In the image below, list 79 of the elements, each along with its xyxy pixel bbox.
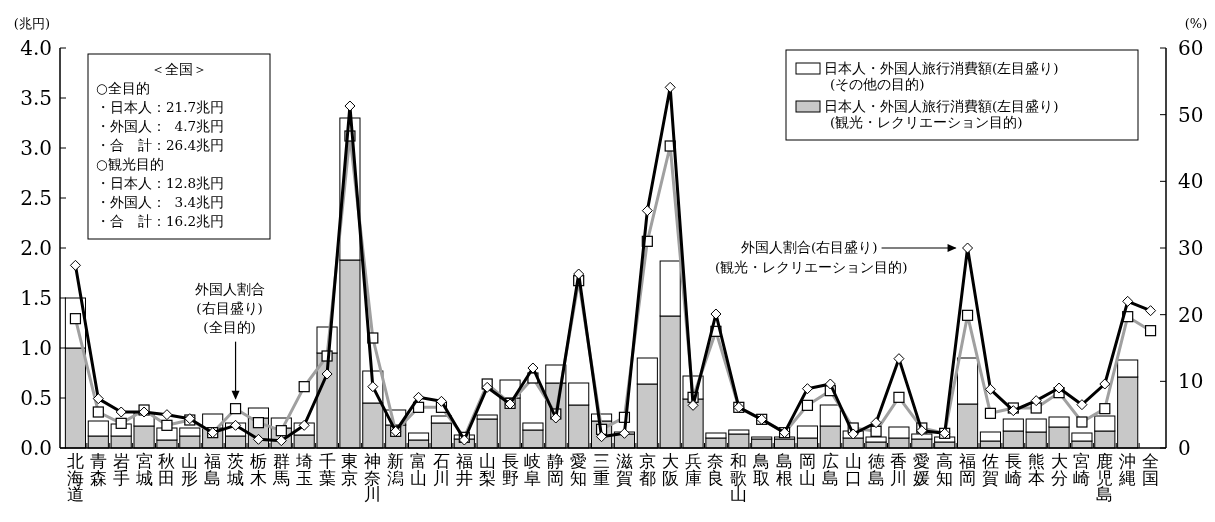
- y-tick-label: 3.5: [20, 86, 52, 110]
- x-tick-label: 沖縄: [1118, 451, 1137, 488]
- x-tick-label: 京都: [638, 451, 656, 488]
- x-tick-label: 茨城: [226, 451, 245, 488]
- x-tick-label: 愛媛: [913, 451, 931, 488]
- x-tick-label: 鹿児島: [1096, 451, 1114, 504]
- x-tick-label: 山口: [844, 451, 862, 488]
- x-tick-label: 石川: [432, 451, 450, 488]
- y2-tick-label: 20: [1178, 302, 1204, 327]
- annotation: 外国人割合 (右目盛り) (全目的): [194, 280, 265, 335]
- x-tick-label: 岩手: [112, 451, 130, 488]
- x-tick-label: 和歌山: [730, 451, 748, 504]
- annotation: 外国人割合(右目盛り) (観光・レクリエーション目的): [715, 239, 908, 275]
- y-tick-label: 3.0: [20, 136, 52, 160]
- x-tick-label: 広島: [821, 451, 839, 488]
- x-tick-label: 青森: [89, 451, 107, 488]
- y-tick-label: 0.5: [20, 386, 52, 410]
- x-tick-label: 大阪: [661, 451, 679, 488]
- annotation: ・外国人： 4.7兆円: [96, 118, 225, 134]
- annotation: ・合 計：16.2兆円: [96, 213, 225, 229]
- x-tick-label: 山形: [181, 451, 199, 488]
- x-tick-label: 鳥取: [752, 451, 771, 488]
- x-tick-label: 新潟: [387, 451, 405, 488]
- x-tick-label: 福井: [455, 451, 473, 488]
- x-tick-label: 徳島: [867, 451, 885, 488]
- x-tick-label: 高知: [936, 451, 954, 488]
- x-tick-label: 兵庫: [684, 451, 702, 488]
- x-tick-label: 栃木: [249, 451, 267, 488]
- x-tick-label: 岐阜: [524, 451, 542, 488]
- x-tick-label: 福岡: [959, 451, 977, 488]
- y-tick-label: 0.0: [20, 436, 52, 460]
- x-tick-label: 奈良: [707, 451, 725, 488]
- x-tick-label: 山梨: [478, 451, 496, 488]
- x-tick-label: 宮崎: [1073, 451, 1091, 488]
- legend-label: 日本人・外国人旅行消費額(左目盛り) (観光・レクリエーション目的): [824, 98, 1059, 130]
- legend-label: 日本人・外国人旅行消費額(左目盛り) (その他の目的): [824, 60, 1059, 92]
- annotation: ・日本人：12.8兆円: [96, 175, 225, 191]
- y2-tick-label: 30: [1178, 236, 1204, 260]
- annotation: ○観光目的: [96, 156, 164, 172]
- x-tick-label: 宮城: [134, 451, 153, 488]
- x-tick-label: 滋賀: [615, 451, 633, 488]
- y-axis-title: (兆円): [13, 16, 50, 31]
- x-tick-label: 長野: [501, 451, 519, 488]
- x-tick-label: 東京: [341, 451, 359, 488]
- y2-axis-title: (%): [1184, 16, 1208, 31]
- y-tick-label: 2.5: [20, 186, 52, 210]
- x-tick-label: 群馬: [271, 451, 290, 488]
- x-tick-label: 島根: [776, 451, 794, 488]
- annotation: ・外国人： 3.4兆円: [96, 194, 225, 210]
- y-tick-label: 1.5: [20, 286, 52, 310]
- annotation: ＜全国＞: [151, 61, 207, 77]
- x-tick-label: 香川: [890, 451, 908, 488]
- annotation: ・合 計：26.4兆円: [96, 137, 225, 153]
- x-tick-label: 全国: [1142, 451, 1160, 488]
- y-tick-label: 1.0: [20, 336, 52, 360]
- annotation: ○全目的: [96, 80, 150, 96]
- x-tick-label: 神奈川: [364, 451, 382, 504]
- x-tick-label: 大分: [1050, 451, 1068, 488]
- x-tick-label: 愛知: [570, 451, 588, 488]
- x-tick-label: 富山: [410, 451, 428, 488]
- x-tick-label: 岡山: [798, 451, 816, 488]
- annotation: ・日本人：21.7兆円: [96, 99, 225, 115]
- y2-tick-label: 50: [1178, 102, 1204, 127]
- x-tick-label: 静岡: [547, 451, 565, 488]
- y2-tick-label: 10: [1178, 369, 1204, 394]
- y-tick-label: 4.0: [20, 36, 52, 60]
- x-tick-label: 秋田: [158, 451, 176, 488]
- y2-tick-label: 40: [1178, 169, 1204, 194]
- y2-tick-label: 0: [1178, 436, 1191, 460]
- x-tick-label: 埼玉: [294, 451, 313, 488]
- x-tick-label: 福島: [204, 451, 222, 488]
- x-tick-label: 北海道: [66, 451, 84, 504]
- x-tick-label: 千葉: [318, 451, 336, 488]
- x-tick-label: 三重: [593, 451, 611, 488]
- x-tick-label: 熊本: [1027, 451, 1045, 488]
- y-tick-label: 2.0: [20, 236, 52, 260]
- x-tick-label: 長崎: [1004, 451, 1022, 488]
- x-tick-label: 佐賀: [981, 451, 999, 488]
- y2-tick-label: 60: [1178, 36, 1204, 60]
